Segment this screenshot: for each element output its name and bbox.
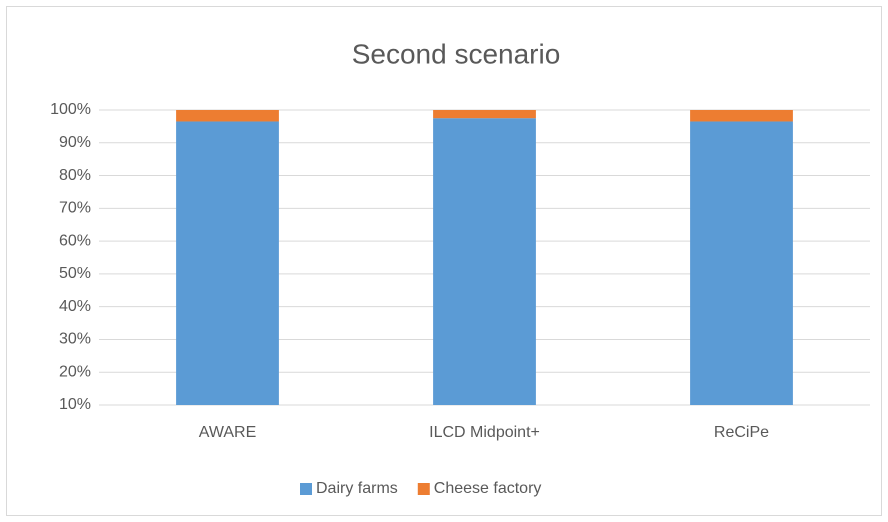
- y-tick-label: 40%: [59, 298, 91, 315]
- y-tick-label: 30%: [59, 331, 91, 348]
- x-tick-label: ReCiPe: [714, 424, 769, 441]
- y-tick-label: 50%: [59, 265, 91, 282]
- y-tick-label: 90%: [59, 134, 91, 151]
- bar-segment: [433, 118, 536, 405]
- y-tick-label: 70%: [59, 200, 91, 217]
- bar-segment: [690, 110, 793, 122]
- bar-segment: [433, 110, 536, 119]
- y-tick-label: 60%: [59, 232, 91, 249]
- bar-segment: [176, 110, 279, 122]
- y-tick-label: 80%: [59, 167, 91, 184]
- y-tick-label: 20%: [59, 363, 91, 380]
- x-tick-label: AWARE: [199, 424, 256, 441]
- legend-label: Dairy farms: [316, 480, 398, 497]
- y-tick-label: 100%: [50, 101, 91, 118]
- legend-swatch: [417, 483, 430, 495]
- chart-title: Second scenario: [352, 38, 561, 69]
- legend-swatch: [300, 483, 312, 495]
- legend-label: Cheese factory: [434, 480, 542, 497]
- bar-segment: [690, 121, 793, 405]
- y-tick-label: 10%: [59, 396, 91, 413]
- bar-segment: [176, 121, 279, 405]
- x-tick-label: ILCD Midpoint+: [429, 424, 540, 441]
